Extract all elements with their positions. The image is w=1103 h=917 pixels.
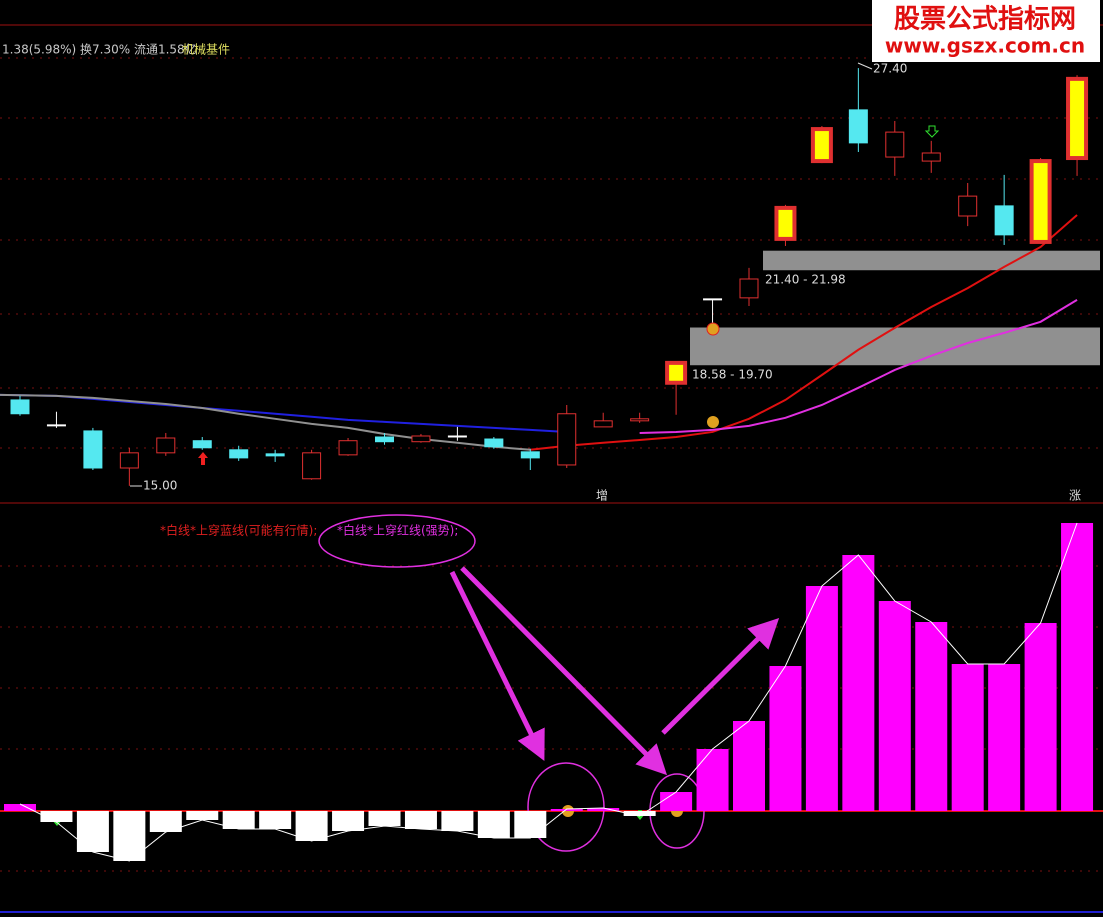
bar — [76, 811, 109, 852]
watermark-url: www.gszx.com.cn — [885, 34, 1085, 58]
candle-body — [810, 127, 833, 164]
candle-body — [447, 435, 467, 438]
ma-line — [639, 299, 1078, 434]
candle-body — [630, 418, 650, 422]
bar — [805, 586, 838, 811]
marker-label: 增 — [596, 489, 608, 503]
bar — [4, 804, 36, 811]
leader — [857, 62, 873, 70]
bar — [878, 601, 911, 811]
bar — [404, 811, 437, 829]
low-label: 15.00 — [143, 479, 177, 493]
bar — [441, 811, 474, 831]
annotation: *白线*上穿红线(强势); — [337, 523, 458, 538]
candle-body — [774, 205, 797, 241]
candle-body — [1029, 159, 1052, 244]
bar — [368, 811, 401, 826]
bar — [222, 811, 255, 829]
ma-line — [530, 214, 1078, 451]
high-label: 27.40 — [873, 62, 907, 76]
sector: 机械基件 — [182, 42, 230, 57]
candle-body — [921, 152, 941, 162]
candle-body — [1066, 76, 1089, 161]
candle-body — [557, 413, 577, 466]
bar — [1061, 523, 1094, 811]
candle-body — [484, 438, 504, 448]
candle-body — [958, 195, 978, 217]
candle-body — [119, 452, 139, 469]
bar — [660, 792, 693, 811]
candle-body — [302, 452, 322, 480]
annotation: *白线*上穿蓝线(可能有行情); — [160, 523, 317, 538]
bar — [295, 811, 328, 841]
bar — [769, 666, 802, 811]
candle-body — [520, 451, 540, 459]
candle-body — [739, 278, 759, 299]
bar — [40, 811, 73, 822]
candle-body — [375, 436, 394, 443]
bar — [259, 811, 292, 829]
bar — [842, 555, 875, 811]
bar — [514, 811, 547, 838]
signal-line — [19, 522, 1078, 862]
decoration — [318, 514, 705, 852]
candle-body — [411, 435, 431, 443]
candle-body — [192, 440, 212, 449]
candle-body — [703, 298, 723, 301]
zone-label: 21.40 - 21.98 — [765, 273, 846, 287]
candle-body — [229, 449, 249, 459]
bar — [733, 721, 765, 811]
bar — [587, 808, 620, 811]
bar — [149, 811, 182, 832]
bar — [332, 811, 365, 831]
bar — [623, 811, 656, 816]
bar — [988, 664, 1021, 811]
bar — [550, 809, 583, 811]
bar — [186, 811, 219, 820]
candle-body — [593, 420, 613, 428]
bar — [477, 811, 510, 838]
candle-body — [665, 360, 688, 385]
candle-body — [83, 430, 103, 469]
candle-body — [994, 205, 1014, 236]
arrows — [449, 566, 780, 776]
icons — [52, 125, 940, 826]
ma-line — [0, 393, 531, 451]
candle-body — [46, 424, 66, 427]
candle-body — [885, 131, 905, 158]
bar — [113, 811, 146, 861]
candle-body — [848, 109, 868, 144]
zone — [690, 327, 1100, 366]
ma-line — [0, 393, 567, 433]
watermark-title: 股票公式指标网 — [894, 5, 1076, 35]
bar — [915, 622, 948, 811]
candle-body — [10, 399, 30, 415]
bar — [1024, 623, 1057, 811]
header: 1.38(5.98%) 换7.30% 流通1.58亿 — [2, 42, 197, 57]
zone — [763, 250, 1100, 271]
candle-body — [338, 440, 358, 456]
marker-label: 涨 — [1069, 488, 1081, 503]
bar — [696, 749, 729, 811]
candle-body — [265, 453, 285, 457]
candle-body — [156, 437, 176, 454]
zone-label: 18.58 - 19.70 — [692, 368, 773, 382]
watermark-box — [872, 0, 1100, 62]
bar — [951, 664, 984, 811]
